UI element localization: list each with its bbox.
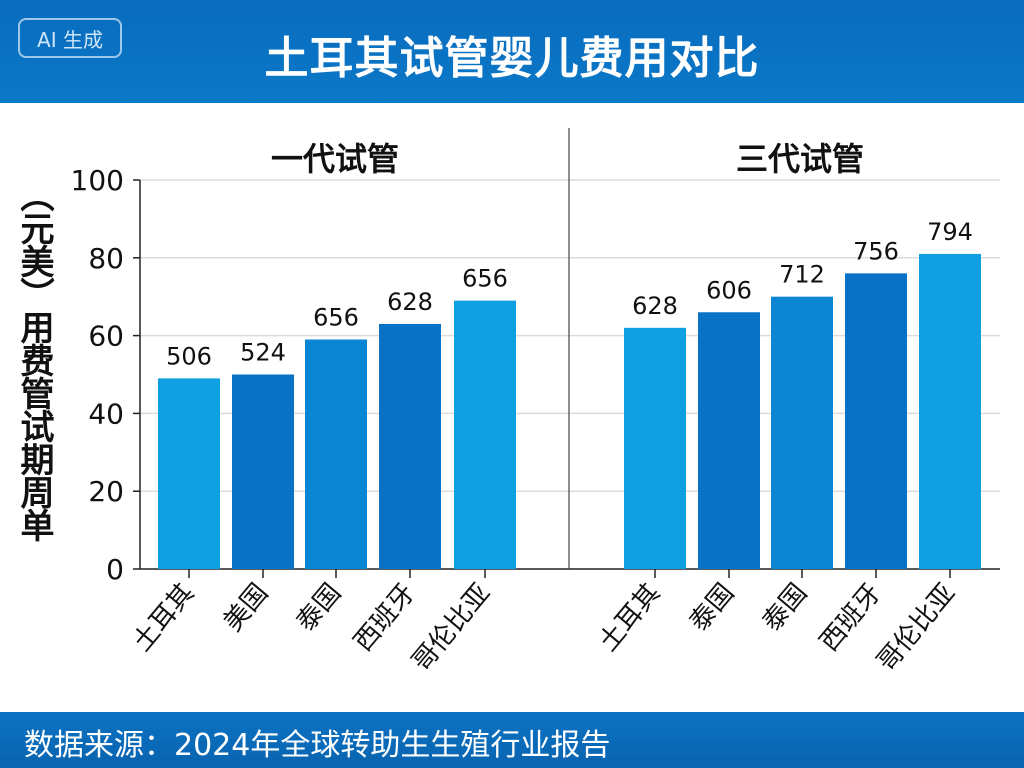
x-tick-label: 哥伦比亚	[872, 578, 962, 677]
x-tick-label: 西班牙	[814, 578, 887, 657]
bar	[919, 253, 981, 569]
data-label: 628	[632, 292, 678, 320]
data-label: 524	[240, 339, 286, 367]
x-tick-label: 泰国	[684, 578, 740, 637]
y-tick-label: 0	[106, 553, 124, 586]
bar	[305, 339, 367, 569]
x-tick-label: 土耳其	[593, 578, 666, 657]
bar	[232, 374, 294, 569]
data-label: 606	[706, 276, 752, 304]
bar	[845, 273, 907, 569]
x-tick-label: 美国	[218, 578, 274, 637]
data-source: 数据来源：2024年全球转助生生殖行业报告	[24, 728, 611, 763]
y-axis-label: （元美）用费管试期周单	[14, 178, 54, 541]
data-label: 656	[313, 303, 359, 331]
x-tick-label: 泰国	[291, 578, 347, 637]
data-label: 794	[927, 218, 973, 246]
y-tick-label: 20	[88, 475, 124, 508]
x-tick-label: 土耳其	[127, 578, 200, 657]
data-label: 506	[166, 342, 212, 370]
y-tick-label: 60	[88, 320, 124, 353]
bar	[624, 327, 686, 569]
bar	[379, 323, 441, 569]
bar-chart: 0 20 40 60 80 100 一代试管 506 土耳其 524 美国 656 泰国 628 西班牙 65…	[71, 128, 1000, 677]
header-banner: AI 生成 土耳其试管婴儿费用对比	[0, 0, 1024, 103]
ai-generated-badge: AI 生成	[18, 18, 122, 58]
bar	[454, 300, 516, 569]
y-tick-label: 100	[71, 164, 124, 197]
x-tick-label: 西班牙	[348, 578, 421, 657]
y-tick-label: 80	[88, 242, 124, 275]
bar	[698, 312, 760, 569]
data-label: 628	[387, 288, 433, 316]
panel-title: 一代试管	[271, 140, 399, 178]
data-label: 712	[779, 261, 825, 289]
data-label: 656	[462, 265, 508, 293]
y-tick-label: 40	[88, 397, 124, 430]
data-label: 756	[853, 237, 899, 265]
x-tick-label: 哥伦比亚	[407, 578, 497, 677]
chart-title: 土耳其试管婴儿费用对比	[264, 33, 760, 84]
x-tick-label: 泰国	[757, 578, 813, 637]
bar	[771, 296, 833, 569]
panel-title: 三代试管	[736, 140, 864, 178]
bar	[158, 378, 220, 569]
footer-banner: 数据来源：2024年全球转助生生殖行业报告	[0, 712, 1024, 768]
